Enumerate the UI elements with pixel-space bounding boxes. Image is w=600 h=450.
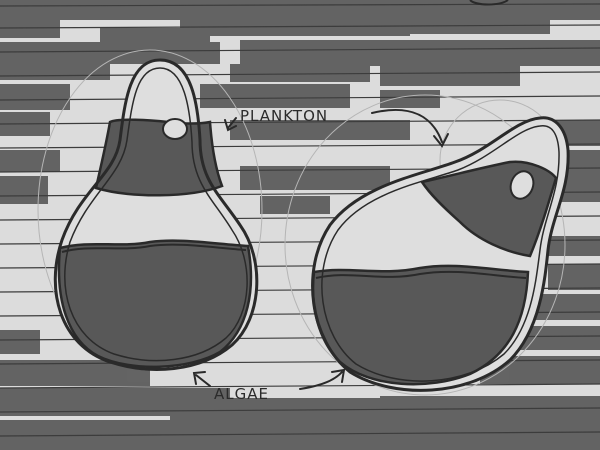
arrow-algae-right xyxy=(299,371,343,390)
left-algae-surface xyxy=(61,243,247,253)
top-partial-loop xyxy=(469,0,509,6)
right-plankton-bubble xyxy=(509,170,535,200)
right-vessel xyxy=(311,116,570,392)
arrow-plankton-left-head xyxy=(224,119,237,132)
arrow-algae-left xyxy=(195,374,211,387)
left-algae-chamber xyxy=(57,239,253,369)
left-vessel-outline xyxy=(53,58,259,371)
left-vessel-inner-outline xyxy=(64,67,248,362)
arrow-plankton-right-head xyxy=(433,133,449,148)
arrow-algae-left-head xyxy=(192,371,206,385)
left-vessel xyxy=(53,58,259,371)
annotation-arrows xyxy=(192,108,449,390)
arrow-algae-right-head xyxy=(331,368,346,383)
right-algae-surface xyxy=(315,270,527,279)
algae-label: ALGAE xyxy=(214,385,269,403)
left-plankton-bubble xyxy=(162,118,188,140)
arrow-plankton-right xyxy=(371,108,443,143)
arrow-plankton-left xyxy=(227,117,237,129)
plankton-label: PLANKTON xyxy=(240,107,328,125)
right-vessel-outline xyxy=(311,116,570,392)
right-vessel-inner-outline xyxy=(321,125,560,382)
